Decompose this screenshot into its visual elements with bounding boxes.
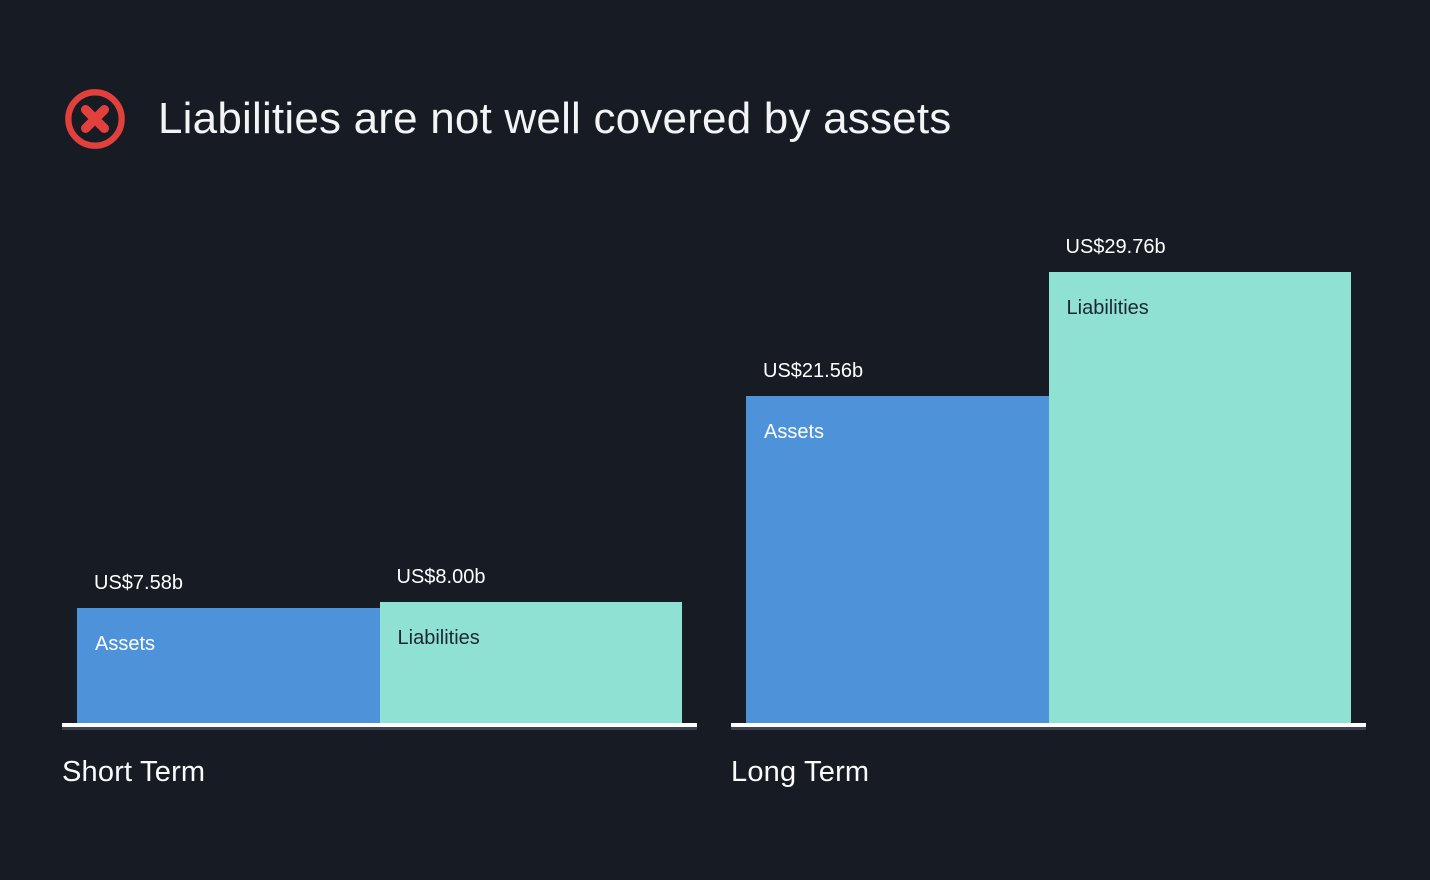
page-title: Liabilities are not well covered by asse… — [158, 94, 952, 143]
assets-bar-name: Assets — [95, 633, 156, 655]
chart-header: Liabilities are not well covered by asse… — [62, 86, 951, 152]
liabilities-value-label: US$8.00b — [396, 565, 486, 588]
assets-bar-name: Assets — [764, 421, 825, 443]
bar-pair: US$21.56b Assets US$29.76b Liabilities — [731, 236, 1366, 723]
assets-bar[interactable]: Assets — [746, 396, 1049, 723]
assets-bar-slot: US$21.56b Assets — [746, 360, 1049, 723]
group-label-short-term: Short Term — [62, 756, 206, 788]
liabilities-bar-name: Liabilities — [1066, 296, 1149, 319]
liabilities-bar[interactable]: Liabilities — [379, 601, 682, 723]
assets-value-label: US$21.56b — [763, 360, 864, 382]
chart-group-long-term: US$21.56b Assets US$29.76b Liabilities L… — [731, 236, 1366, 788]
x-axis-baseline — [731, 723, 1366, 730]
bar-pair: US$7.58b Assets US$8.00b Liabilities — [62, 268, 697, 723]
x-axis-baseline — [62, 723, 697, 730]
liabilities-bar[interactable]: Liabilities — [1048, 271, 1351, 723]
chart-group-short-term: US$7.58b Assets US$8.00b Liabilities Sho… — [62, 268, 697, 788]
error-cross-icon — [65, 89, 125, 149]
liabilities-bar-name: Liabilities — [397, 626, 480, 649]
liabilities-bar-slot: US$29.76b Liabilities — [1048, 235, 1351, 723]
group-label-long-term: Long Term — [731, 756, 870, 788]
assets-value-label: US$7.58b — [94, 572, 183, 594]
assets-bar[interactable]: Assets — [77, 608, 380, 723]
liabilities-bar-slot: US$8.00b Liabilities — [379, 565, 682, 723]
liabilities-value-label: US$29.76b — [1065, 235, 1166, 258]
assets-bar-slot: US$7.58b Assets — [77, 572, 380, 723]
